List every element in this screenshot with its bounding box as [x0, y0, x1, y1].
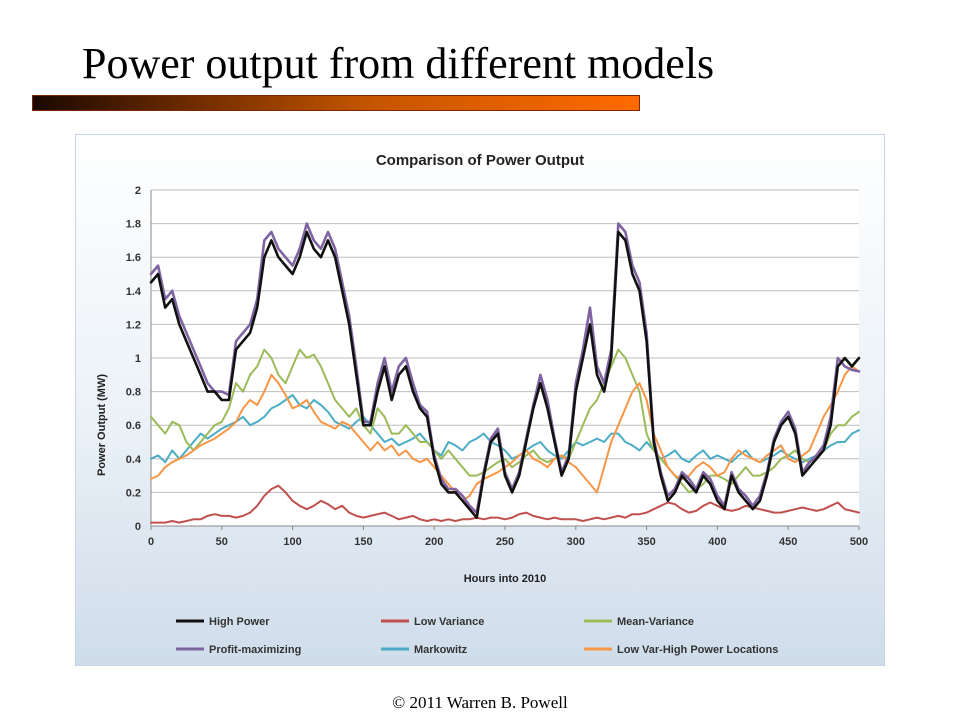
series-line-high-power — [149, 230, 861, 519]
x-tick-label: 100 — [283, 536, 301, 548]
legend-label: High Power — [209, 616, 270, 628]
x-tick-label: 500 — [850, 536, 868, 548]
x-tick-label: 400 — [708, 536, 726, 548]
legend-item: Profit-maximizing — [176, 644, 301, 656]
x-tick-label: 300 — [567, 536, 585, 548]
y-tick-label: 1 — [135, 353, 141, 365]
y-tick-label: 1.8 — [126, 219, 141, 231]
x-tick-label: 250 — [496, 536, 514, 548]
x-tick-label: 200 — [425, 536, 443, 548]
legend-item: Markowitz — [381, 644, 468, 656]
y-tick-label: 0.8 — [126, 387, 141, 399]
y-tick-label: 2 — [135, 185, 141, 197]
legend-label: Low Variance — [414, 616, 484, 628]
legend-item: Mean-Variance — [584, 616, 694, 628]
x-axis-label: Hours into 2010 — [464, 573, 547, 585]
title-accent-bar — [32, 95, 640, 111]
power-output-chart: 0 0.2 0.4 0.6 0.8 1 1.2 1.4 1.6 1.8 2 0 50 100 150 200 2… — [96, 152, 868, 656]
x-tick-label: 50 — [216, 536, 228, 548]
legend-label: Profit-maximizing — [209, 644, 301, 656]
footer-copyright: © 2011 Warren B. Powell — [392, 693, 568, 712]
y-tick-label: 1.4 — [126, 286, 142, 298]
y-tick-label: 0 — [135, 521, 141, 533]
x-tick-label: 350 — [637, 536, 655, 548]
y-tick-label: 0.4 — [126, 454, 142, 466]
legend-item: High Power — [176, 616, 270, 628]
x-tick-label: 150 — [354, 536, 372, 548]
y-tick-label: 1.2 — [126, 319, 141, 331]
chart-panel: 0 0.2 0.4 0.6 0.8 1 1.2 1.4 1.6 1.8 2 0 50 100 150 200 2… — [75, 134, 885, 666]
legend-label: Low Var-High Power Locations — [617, 644, 778, 656]
legend-label: Markowitz — [414, 644, 468, 656]
legend-item: Low Variance — [381, 616, 484, 628]
series-line-mean-variance — [150, 348, 860, 494]
series-line-markowitz — [150, 394, 860, 464]
y-tick-label: 1.6 — [126, 252, 141, 264]
x-tick-label: 0 — [148, 536, 154, 548]
chart-title: Comparison of Power Output — [376, 152, 584, 169]
slide-title: Power output from different models — [82, 39, 715, 88]
y-tick-label: 0.2 — [126, 487, 141, 499]
legend-label: Mean-Variance — [617, 616, 694, 628]
series-line-low-variance — [150, 484, 860, 524]
y-axis-label: Power Output (MW) — [96, 374, 108, 476]
y-tick-label: 0.6 — [126, 420, 141, 432]
legend-item: Low Var-High Power Locations — [584, 644, 778, 656]
x-tick-label: 450 — [779, 536, 797, 548]
